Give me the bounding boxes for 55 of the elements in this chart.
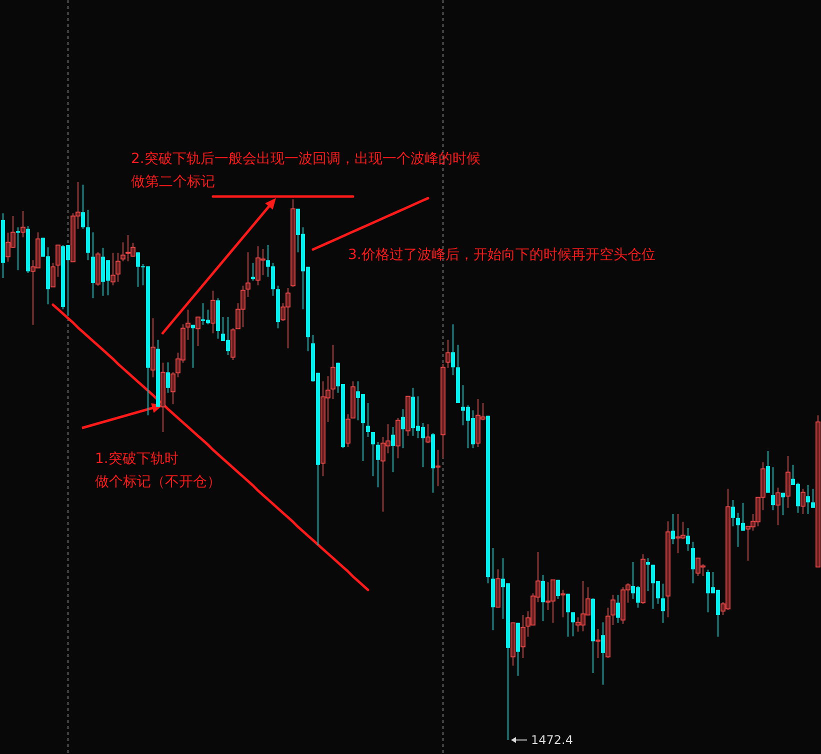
- candlestick: [371, 431, 375, 477]
- candlestick: [686, 527, 690, 552]
- annotation: 做第二个标记: [131, 174, 215, 190]
- candlestick: [120, 242, 126, 262]
- candlestick: [376, 442, 380, 488]
- candlestick: [166, 362, 170, 394]
- candlestick: [210, 290, 216, 334]
- candlestick: [446, 339, 450, 368]
- candlestick: [16, 226, 20, 271]
- candlestick: [150, 318, 156, 378]
- candlestick: [560, 589, 566, 618]
- candlestick: [596, 628, 600, 658]
- candlestick: [116, 252, 120, 282]
- candlestick: [646, 558, 650, 592]
- candlestick: [520, 614, 526, 658]
- candlestick: [731, 500, 735, 527]
- candlestick: [691, 541, 695, 584]
- candlestick: [50, 262, 56, 288]
- candlestick: [610, 594, 616, 626]
- annotation: 1.突破下轨时: [95, 451, 178, 467]
- candlestick: [786, 455, 790, 508]
- candlestick: [671, 514, 675, 545]
- candlestick: [541, 574, 545, 622]
- annotation: 1472.4: [531, 733, 573, 747]
- candlestick: [81, 184, 85, 230]
- candlestick: [186, 309, 190, 340]
- candlestick: [806, 484, 810, 515]
- candlestick: [776, 487, 780, 526]
- candlestick: [800, 488, 806, 515]
- candlestick: [601, 622, 605, 686]
- candlestick: [330, 344, 336, 400]
- candlestick: [391, 426, 395, 473]
- candlestick: [426, 424, 430, 444]
- candlestick: [556, 579, 560, 600]
- candlestick: [56, 244, 60, 278]
- candlestick: [451, 324, 455, 376]
- candlestick: [571, 612, 575, 637]
- candlestick: [110, 252, 116, 286]
- candlestick: [246, 252, 250, 298]
- candlestick: [661, 583, 665, 624]
- candlestick: [401, 408, 405, 449]
- candlestick: [196, 316, 200, 347]
- candlestick: [616, 594, 620, 624]
- text: 2.突破下轨后一般会出现一波回调，出现一个波峰的时候: [131, 151, 480, 167]
- candlestick: [436, 449, 440, 487]
- candlestick: [346, 414, 350, 448]
- candlestick: [811, 488, 815, 508]
- candlestick: [566, 593, 570, 638]
- annotation: 3.价格过了波峰后，开始向下的时候再开空头仓位: [348, 247, 656, 263]
- candlestick: [781, 492, 785, 516]
- candlestick: [366, 402, 370, 438]
- candlestick: [20, 210, 26, 238]
- annotation: 做个标记（不开仓）: [95, 474, 221, 490]
- candlestick: [771, 466, 775, 511]
- candlestick: [170, 372, 176, 405]
